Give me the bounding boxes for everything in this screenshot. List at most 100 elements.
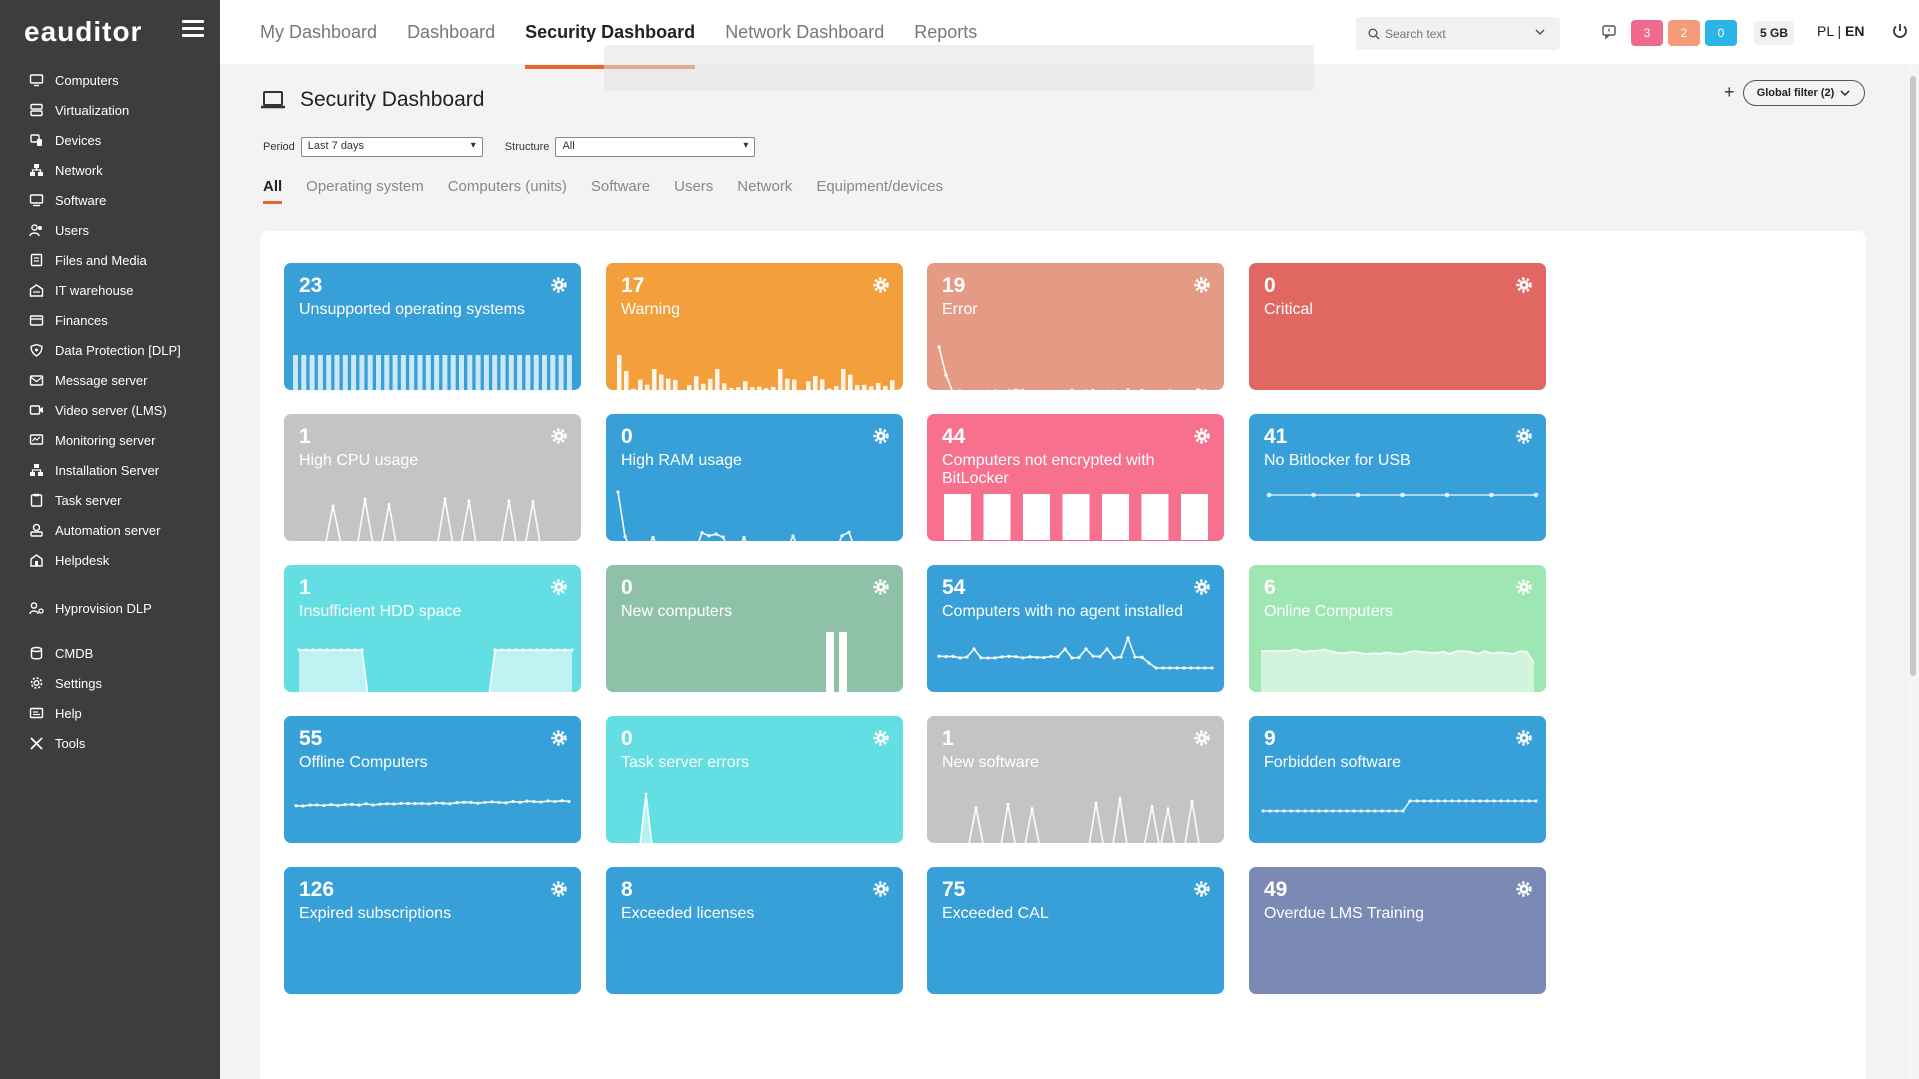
chart-bar [508, 355, 514, 390]
sidebar-nav-system: CMDB Settings Help Tools [0, 638, 220, 758]
chat-icon[interactable] [1601, 24, 1617, 40]
widget-computers-with-no-agent-installed[interactable]: 54 Computers with no agent installed [927, 565, 1224, 692]
gear-icon[interactable] [1194, 881, 1210, 897]
widget-computers-not-encrypted-with-bitlocker[interactable]: 44 Computers not encrypted with BitLocker [927, 414, 1224, 541]
gear-icon[interactable] [1516, 881, 1532, 897]
language-switch[interactable]: PL | EN [1817, 23, 1864, 39]
gear-icon[interactable] [1516, 428, 1532, 444]
gear-icon[interactable] [1516, 730, 1532, 746]
sidebar-item-hyprovision-dlp[interactable]: Hyprovision DLP [0, 593, 220, 623]
sidebar-item-message-server[interactable]: Message server [0, 365, 220, 395]
sidebar-item-data-protection-dlp[interactable]: Data Protection [DLP] [0, 335, 220, 365]
sidebar-item-helpdesk[interactable]: Helpdesk [0, 545, 220, 575]
gear-icon[interactable] [1516, 277, 1532, 293]
subtab-operating-system[interactable]: Operating system [306, 178, 424, 195]
widget-critical[interactable]: 0 Critical [1249, 263, 1546, 390]
widget-expired-subscriptions[interactable]: 126 Expired subscriptions [284, 867, 581, 994]
sidebar-item-it-warehouse[interactable]: IT warehouse [0, 275, 220, 305]
sidebar-item-users[interactable]: Users [0, 215, 220, 245]
power-icon[interactable] [1891, 22, 1909, 40]
widget-no-bitlocker-for-usb[interactable]: 41 No Bitlocker for USB [1249, 414, 1546, 541]
widget-new-computers[interactable]: 0 New computers [606, 565, 903, 692]
widget-exceeded-licenses[interactable]: 8 Exceeded licenses [606, 867, 903, 994]
tab-my-dashboard[interactable]: My Dashboard [260, 22, 378, 42]
sidebar-item-monitoring-server[interactable]: Monitoring server [0, 425, 220, 455]
gear-icon[interactable] [1194, 579, 1210, 595]
gear-icon[interactable] [1194, 428, 1210, 444]
gear-icon[interactable] [551, 428, 567, 444]
subtab-all[interactable]: All [263, 178, 283, 204]
gear-icon[interactable] [873, 579, 889, 595]
global-filter-button[interactable]: Global filter (2) [1743, 80, 1865, 106]
subtab-equipment-devices[interactable]: Equipment/devices [816, 178, 944, 195]
sidebar-item-software[interactable]: Software [0, 185, 220, 215]
widget-exceeded-cal[interactable]: 75 Exceeded CAL [927, 867, 1224, 994]
tab-dashboard[interactable]: Dashboard [407, 22, 496, 42]
sidebar-item-video-server-lms[interactable]: Video server (LMS) [0, 395, 220, 425]
gear-icon[interactable] [1194, 730, 1210, 746]
widget-unsupported-operating-systems[interactable]: 23 Unsupported operating systems [284, 263, 581, 390]
app-logo[interactable]: eauditor [24, 16, 143, 47]
lang-pl[interactable]: PL [1817, 23, 1834, 39]
alert-badge-blue[interactable]: 0 [1705, 20, 1737, 46]
subtab-software[interactable]: Software [590, 178, 651, 195]
sidebar-item-tools[interactable]: Tools [0, 728, 220, 758]
subtab-computers-units[interactable]: Computers (units) [447, 178, 567, 195]
gear-icon[interactable] [1516, 579, 1532, 595]
sidebar-item-devices[interactable]: Devices [0, 125, 220, 155]
sidebar-item-computers[interactable]: Computers [0, 65, 220, 95]
widget-offline-computers[interactable]: 55 Offline Computers [284, 716, 581, 843]
widget-task-server-errors[interactable]: 0 Task server errors [606, 716, 903, 843]
scrollbar-thumb[interactable] [1910, 76, 1916, 676]
widget-insufficient-hdd-space[interactable]: 1 Insufficient HDD space [284, 565, 581, 692]
alert-badge-orange[interactable]: 2 [1668, 20, 1700, 46]
sidebar-item-task-server[interactable]: Task server [0, 485, 220, 515]
sidebar-item-virtualization[interactable]: Virtualization [0, 95, 220, 125]
widget-chart [826, 632, 847, 692]
alert-badge-red[interactable]: 3 [1631, 20, 1663, 46]
widget-high-cpu-usage[interactable]: 1 High CPU usage [284, 414, 581, 541]
gear-icon[interactable] [551, 730, 567, 746]
sidebar-item-settings[interactable]: Settings [0, 668, 220, 698]
widget-error[interactable]: 19 Error [927, 263, 1224, 390]
subtab-users[interactable]: Users [674, 178, 714, 195]
gear-icon[interactable] [873, 881, 889, 897]
gear-icon[interactable] [1194, 277, 1210, 293]
sidebar-item-finances[interactable]: Finances [0, 305, 220, 335]
search-box[interactable] [1356, 17, 1560, 50]
sidebar-item-automation-server[interactable]: Automation server [0, 515, 220, 545]
sidebar-item-files-and-media[interactable]: Files and Media [0, 245, 220, 275]
widget-warning[interactable]: 17 Warning [606, 263, 903, 390]
tab-network-dashboard[interactable]: Network Dashboard [725, 22, 885, 42]
gear-icon[interactable] [551, 881, 567, 897]
gear-icon[interactable] [551, 277, 567, 293]
widget-title: Offline Computers [299, 754, 428, 771]
lang-en[interactable]: EN [1845, 23, 1865, 39]
chart-bar [876, 382, 881, 390]
sidebar-item-label: Data Protection [DLP] [55, 342, 181, 358]
add-icon[interactable]: + [1724, 82, 1735, 102]
chart-point [958, 656, 962, 660]
structure-select[interactable]: All [555, 137, 756, 157]
widget-forbidden-software[interactable]: 9 Forbidden software [1249, 716, 1546, 843]
sidebar-item-network[interactable]: Network [0, 155, 220, 185]
subtab-network[interactable]: Network [737, 178, 793, 195]
storage-indicator[interactable]: 5 GB [1754, 21, 1794, 45]
page-scrollbar[interactable] [1907, 64, 1919, 1079]
widget-online-computers[interactable]: 6 Online Computers [1249, 565, 1546, 692]
chevron-down-icon[interactable] [1534, 26, 1546, 38]
widget-high-ram-usage[interactable]: 0 High RAM usage [606, 414, 903, 541]
gear-icon[interactable] [873, 730, 889, 746]
sidebar-item-help[interactable]: Help [0, 698, 220, 728]
search-input[interactable] [1385, 26, 1525, 41]
widget-new-software[interactable]: 1 New software [927, 716, 1224, 843]
gear-icon[interactable] [873, 428, 889, 444]
tab-reports[interactable]: Reports [914, 22, 978, 42]
sidebar-item-cmdb[interactable]: CMDB [0, 638, 220, 668]
sidebar-item-installation-server[interactable]: Installation Server [0, 455, 220, 485]
gear-icon[interactable] [551, 579, 567, 595]
menu-toggle-icon[interactable] [182, 20, 204, 38]
widget-overdue-lms-training[interactable]: 49 Overdue LMS Training [1249, 867, 1546, 994]
period-select[interactable]: Last 7 days [300, 137, 483, 157]
gear-icon[interactable] [873, 277, 889, 293]
